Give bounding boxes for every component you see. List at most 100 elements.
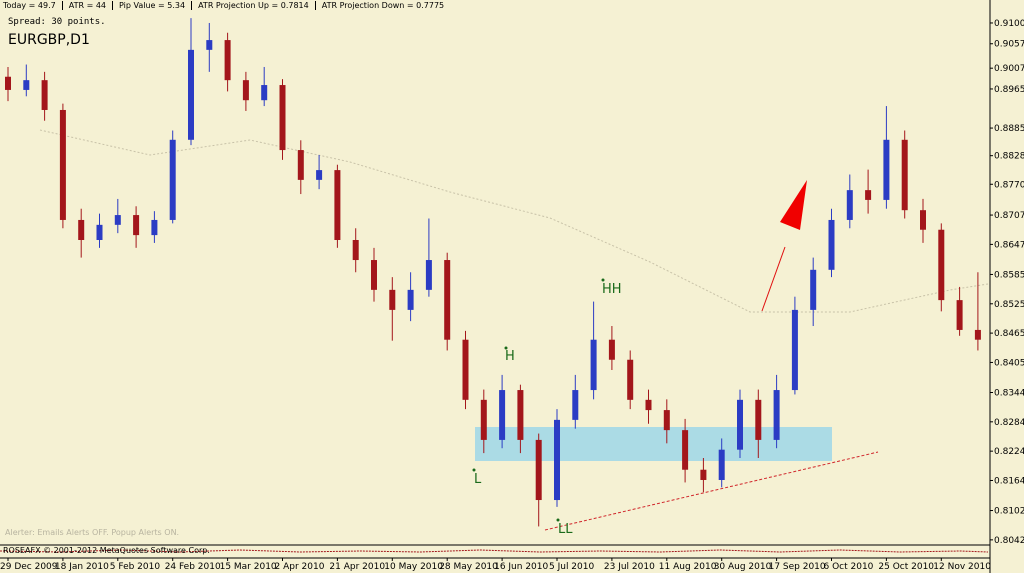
y-tick-label: 0.84655 [994, 329, 1024, 339]
candle-body [590, 339, 597, 391]
candle-body [535, 439, 542, 501]
x-tick-label: 2 Apr 2010 [275, 562, 325, 572]
candle-body [261, 85, 268, 101]
candle-body [974, 329, 981, 340]
candle-body [444, 260, 451, 340]
candle-body [425, 260, 432, 290]
y-tick-label: 0.81025 [994, 507, 1024, 517]
candle-body [151, 219, 158, 236]
candle-body [480, 399, 487, 440]
candle-body [663, 410, 670, 431]
candle-body [316, 170, 323, 180]
candle-body [297, 150, 304, 180]
candle-body [554, 419, 560, 501]
moving-average [39, 129, 989, 313]
candle-body [718, 449, 725, 480]
candle-body [865, 190, 872, 200]
x-tick-label: 23 Jul 2010 [604, 562, 655, 572]
y-tick-label: 0.90075 [994, 64, 1024, 74]
candle-body [23, 80, 30, 90]
candle-body [755, 399, 762, 440]
x-tick-label: 21 Apr 2010 [329, 562, 385, 572]
y-tick-label: 0.80425 [994, 536, 1024, 546]
x-tick-label: 18 Jan 2010 [55, 562, 109, 572]
candle-body [242, 80, 249, 101]
candle-body [608, 339, 615, 360]
candle-body [206, 40, 213, 50]
candle-body [682, 430, 689, 470]
candle-body [700, 469, 707, 480]
y-tick-label: 0.84055 [994, 358, 1024, 368]
candle-body [828, 219, 835, 270]
candle-body [791, 309, 798, 391]
annotation-dots [472, 278, 605, 522]
candle-body [169, 139, 176, 220]
candle-body [407, 289, 414, 310]
x-tick-label: 5 Jul 2010 [549, 562, 594, 572]
candle-body [334, 170, 341, 240]
info-bar: Today = 49.7 ATR = 44 Pip Value = 5.34 A… [3, 1, 450, 10]
candle-body [627, 359, 634, 400]
candle-body [188, 49, 194, 140]
projection-line [761, 246, 786, 312]
info-item: ATR Projection Up = 0.7814 [191, 1, 315, 10]
symbol-title: EURGBP,D1 [8, 32, 90, 48]
annotations: H HH L LL [474, 282, 622, 537]
candle-body [645, 399, 652, 411]
candle-body [956, 300, 963, 330]
info-item: ATR = 44 [61, 1, 112, 10]
x-tick-label: 10 May 2010 [384, 562, 443, 572]
annotation: HH [602, 282, 622, 297]
x-tick-label: 11 Aug 2010 [659, 562, 717, 572]
y-tick-label: 0.88285 [994, 152, 1024, 162]
x-tick-label: 6 Oct 2010 [824, 562, 874, 572]
candle-body [810, 269, 817, 310]
support-zone [475, 427, 832, 461]
info-item: Pip Value = 5.34 [112, 1, 191, 10]
annotation: LL [558, 522, 573, 537]
candle-body [517, 390, 524, 440]
spread-text: Spread: 30 points. [8, 17, 106, 27]
candle-body [5, 76, 11, 90]
candle-body [938, 229, 945, 301]
y-tick-label: 0.90575 [994, 40, 1024, 50]
x-tick-label: 12 Nov 2010 [933, 562, 991, 572]
candle-body [737, 399, 743, 450]
candle-body [133, 215, 140, 236]
copyright: ROSEAFX © 2001-2012 MetaQuotes Software … [3, 546, 210, 555]
info-item: ATR Projection Down = 0.7775 [314, 1, 450, 10]
candle-body [41, 80, 48, 110]
projection-arrow [780, 180, 807, 230]
candle-body [279, 85, 286, 151]
x-tick-label: 5 Feb 2010 [110, 562, 161, 572]
trend-line [544, 451, 879, 531]
candle-body [96, 224, 103, 240]
y-tick-label: 0.85255 [994, 300, 1024, 310]
y-tick-label: 0.85855 [994, 270, 1024, 280]
candle-body [462, 339, 469, 400]
x-tick-label: 29 Dec 2009 [0, 562, 58, 572]
x-tick-label: 24 Feb 2010 [165, 562, 221, 572]
candle-body [59, 109, 66, 220]
annotation: H [505, 349, 515, 364]
x-tick-label: 16 Jun 2010 [494, 562, 548, 572]
candle-body [78, 219, 85, 240]
x-tick-label: 17 Sep 2010 [769, 562, 826, 572]
candle-body [114, 215, 121, 225]
candle-body [846, 190, 853, 220]
candle-body [352, 239, 359, 261]
oscillator-line [0, 549, 989, 553]
candle-body [224, 40, 231, 81]
candle-body [773, 390, 780, 440]
x-tick-label: 28 May 2010 [439, 562, 498, 572]
